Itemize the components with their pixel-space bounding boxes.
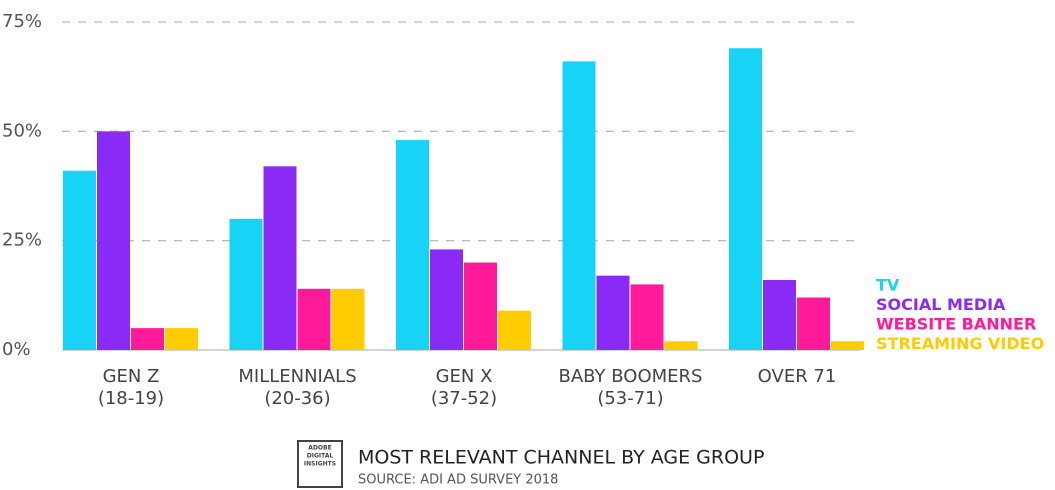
bar xyxy=(331,288,365,350)
y-tick-label: 25% xyxy=(2,230,42,251)
logo-text: INSIGHTS xyxy=(304,461,336,468)
x-tick-label: (37-52) xyxy=(431,388,497,409)
legend-entry: TV xyxy=(876,276,900,295)
logo-text: DIGITAL xyxy=(307,453,334,460)
x-tick-label: GEN X xyxy=(436,366,493,387)
bar xyxy=(797,297,830,350)
bar xyxy=(498,310,531,350)
chart-title: MOST RELEVANT CHANNEL BY AGE GROUP xyxy=(358,447,764,469)
bar xyxy=(263,166,297,350)
y-tick-label: 75% xyxy=(2,11,42,32)
logo-box xyxy=(297,440,343,488)
bar xyxy=(229,218,263,350)
bar xyxy=(97,131,130,350)
bar xyxy=(131,328,164,350)
x-tick-label: BABY BOOMERS xyxy=(559,366,703,387)
bar xyxy=(396,140,429,350)
bar xyxy=(596,275,630,350)
bar xyxy=(297,288,331,350)
bar xyxy=(729,48,762,351)
x-tick-label: GEN Z xyxy=(103,366,160,387)
bar xyxy=(831,341,864,350)
y-tick-label: 50% xyxy=(2,120,42,141)
x-tick-label: (18-19) xyxy=(98,388,164,409)
x-tick-label: MILLENNIALS xyxy=(238,366,356,387)
legend-entry: STREAMING VIDEO xyxy=(876,334,1044,353)
x-tick-label: (53-71) xyxy=(597,388,663,409)
bar xyxy=(165,328,198,350)
bar xyxy=(763,280,796,350)
y-tick-label: 0% xyxy=(2,339,31,360)
x-tick-label: OVER 71 xyxy=(758,366,837,387)
logo-text: ADOBE xyxy=(308,445,331,452)
legend-entry: WEBSITE BANNER xyxy=(876,315,1036,334)
bar xyxy=(464,262,497,350)
bar xyxy=(430,249,463,350)
legend-entry: SOCIAL MEDIA xyxy=(876,295,1006,314)
bar xyxy=(664,341,698,350)
x-tick-label: (20-36) xyxy=(264,388,330,409)
chart-subtitle: SOURCE: ADI AD SURVEY 2018 xyxy=(358,473,558,488)
bar xyxy=(63,170,96,350)
bar xyxy=(562,61,596,351)
bar xyxy=(630,284,664,350)
